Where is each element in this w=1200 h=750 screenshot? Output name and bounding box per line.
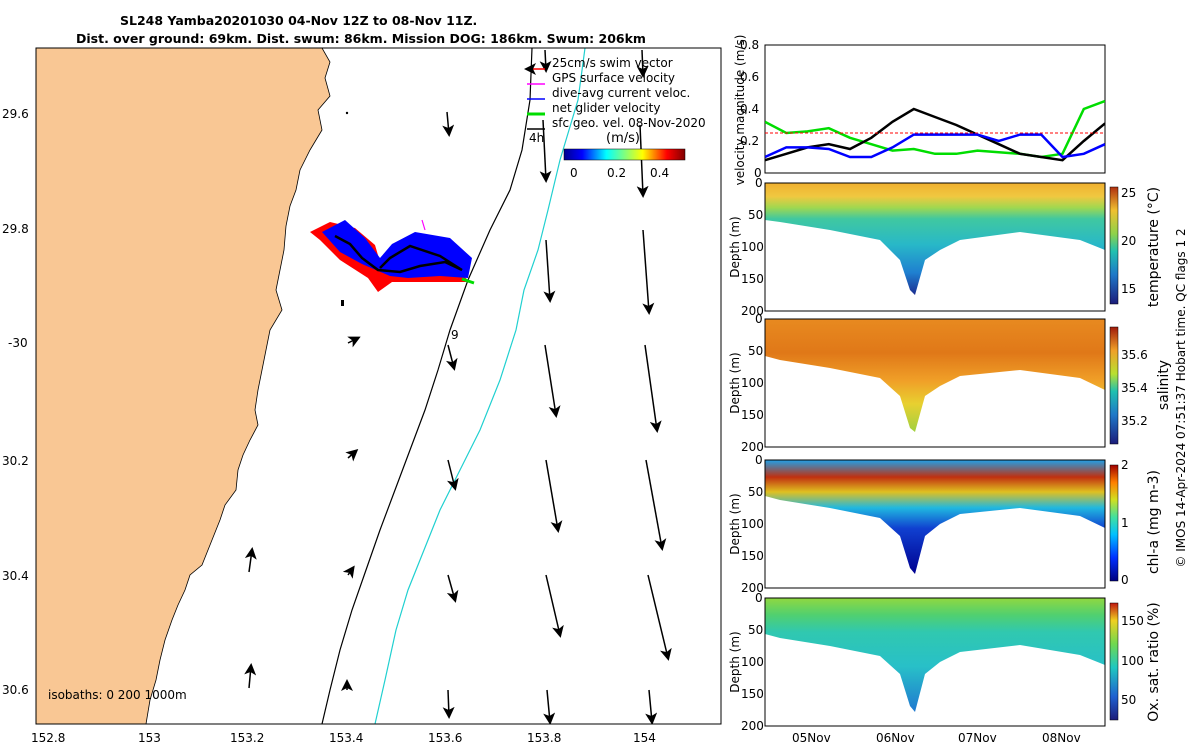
- map-y-tick: 30.2: [2, 454, 29, 468]
- map-colorbar-label: (m/s): [606, 131, 640, 146]
- temperature-cb-tick: 15: [1121, 282, 1137, 296]
- salinity-cb-tick: 35.4: [1121, 381, 1148, 395]
- map-x-tick: 153: [138, 731, 161, 745]
- oxygen-cb-tick: 150: [1121, 614, 1144, 628]
- map-x-tick: 153.2: [230, 731, 265, 745]
- time-marker-label: 4h: [529, 131, 545, 145]
- coastline-land: [36, 48, 331, 724]
- oxygen-y-tick: 100: [741, 655, 764, 669]
- salinity-y-tick: 150: [741, 408, 764, 422]
- oxygen-ylabel: Depth (m): [728, 631, 742, 693]
- map-legend-swatches: [524, 63, 545, 130]
- temperature-y-tick: 150: [741, 272, 764, 286]
- salinity-cb-tick: 35.6: [1121, 348, 1148, 362]
- temperature-y-tick: 200: [741, 304, 764, 318]
- oxygen-cb-tick: 100: [1121, 654, 1144, 668]
- map-colorbar-tick: 0.4: [650, 166, 670, 180]
- isobaths-label: isobaths: 0 200 1000m: [48, 688, 187, 702]
- salinity-ylabel: Depth (m): [728, 352, 742, 414]
- salinity-cb-label: salinity: [1156, 359, 1172, 411]
- map-y-tick: 29.8: [2, 222, 29, 236]
- chlorophyll-y-tick: 150: [741, 549, 764, 563]
- track-marker: 9: [451, 328, 459, 342]
- isobath-200m: [321, 48, 533, 724]
- salinity-y-tick: 100: [741, 376, 764, 390]
- time-x-tick: 08Nov: [1042, 731, 1081, 745]
- glider-path-black: [334, 234, 463, 274]
- velocity-y-tick: 0: [754, 166, 762, 180]
- map-y-tick: 30.6: [2, 683, 29, 697]
- legend-swim-vector: 25cm/s swim vector: [552, 56, 673, 70]
- figure-title-line1: SL248 Yamba20201030 04-Nov 12Z to 08-Nov…: [120, 13, 478, 28]
- velocity-y-tick: 0.4: [740, 102, 760, 116]
- chlorophyll-cb-label: chl-a (mg m-3): [1146, 469, 1162, 575]
- map-y-tick: -30: [8, 336, 28, 350]
- chlorophyll-y-tick: 50: [748, 485, 764, 499]
- temperature-cb-label: temperature (°C): [1146, 186, 1162, 308]
- time-x-tick: 07Nov: [958, 731, 997, 745]
- map-colorbar-tick: 0: [570, 166, 578, 180]
- sfc-geo-velocity-arrows: [244, 49, 672, 724]
- temperature-y-tick: 0: [755, 176, 763, 190]
- chlorophyll-y-tick: 200: [741, 581, 764, 595]
- oxygen-y-tick: 150: [741, 687, 764, 701]
- oxygen-y-tick: 50: [748, 623, 764, 637]
- chlorophyll-ylabel: Depth (m): [728, 493, 742, 555]
- chlorophyll-cb-tick: 0: [1121, 573, 1129, 587]
- map-colorbar: [563, 148, 686, 161]
- legend-net-glider-velocity: net glider velocity: [552, 101, 661, 115]
- figure-title-line2: Dist. over ground: 69km. Dist. swum: 86k…: [76, 31, 646, 46]
- temperature-y-tick: 100: [741, 240, 764, 254]
- time-x-tick: 06Nov: [876, 731, 915, 745]
- time-x-tick: 05Nov: [792, 731, 831, 745]
- velocity-y-tick: 0.2: [740, 134, 760, 148]
- velocity-y-tick: 0.6: [740, 70, 760, 84]
- temperature-cb-tick: 25: [1121, 186, 1137, 200]
- oxygen-y-tick: 0: [755, 591, 763, 605]
- oxygen-cb-tick: 50: [1121, 693, 1137, 707]
- map-x-tick: 153.6: [428, 731, 463, 745]
- glider-track: [310, 219, 475, 292]
- map-y-tick: 30.4: [2, 569, 29, 583]
- map-x-tick: 154: [633, 731, 656, 745]
- map-x-tick: 153.4: [329, 731, 364, 745]
- map-y-tick: 29.6: [2, 107, 29, 121]
- legend-sfc-geo-velocity: sfc geo. vel. 08-Nov-2020: [552, 116, 706, 130]
- temperature-ylabel: Depth (m): [728, 216, 742, 278]
- temperature-y-tick: 50: [748, 208, 764, 222]
- map-x-tick: 152.8: [31, 731, 66, 745]
- salinity-cb-tick: 35.2: [1121, 414, 1148, 428]
- oxygen-cb-label: Ox. sat. ratio (%): [1146, 602, 1162, 722]
- legend-gps-velocity: GPS surface velocity: [552, 71, 676, 85]
- chlorophyll-y-tick: 100: [741, 517, 764, 531]
- temperature-cb-tick: 20: [1121, 234, 1137, 248]
- oxygen-y-tick: 200: [741, 719, 764, 733]
- chlorophyll-y-tick: 0: [755, 453, 763, 467]
- isobath-1000m: [374, 48, 586, 724]
- imos-footer: © IMOS 14-Apr-2024 07:51:37 Hobart time.…: [1174, 228, 1188, 568]
- velocity-y-tick: 0.8: [740, 38, 760, 52]
- map-colorbar-tick: 0.2: [607, 166, 627, 180]
- salinity-y-tick: 50: [748, 344, 764, 358]
- legend-dive-avg-current: dive-avg current veloc.: [552, 86, 691, 100]
- salinity-y-tick: 200: [741, 440, 764, 454]
- chlorophyll-cb-tick: 1: [1121, 516, 1129, 530]
- chlorophyll-cb-tick: 2: [1121, 458, 1129, 472]
- map-x-tick: 153.8: [527, 731, 562, 745]
- salinity-y-tick: 0: [755, 312, 763, 326]
